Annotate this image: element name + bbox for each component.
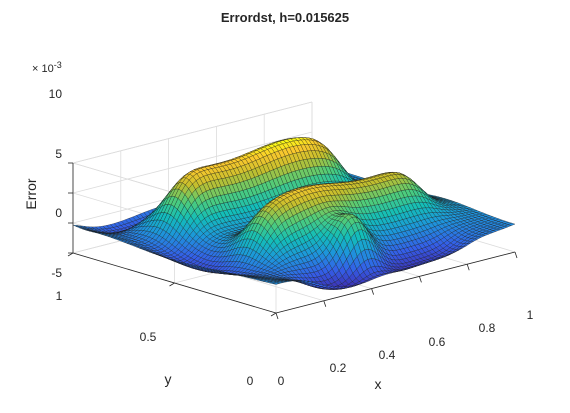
x-tick-label: 0.6 bbox=[429, 335, 446, 349]
z-axis-label: Error bbox=[23, 178, 39, 209]
z-tick-label: 5 bbox=[55, 147, 62, 161]
z-tick-label: -5 bbox=[51, 266, 62, 280]
y-axis-label: y bbox=[165, 371, 172, 387]
x-axis-label: x bbox=[375, 376, 382, 392]
z-gridline-back-wall bbox=[72, 131, 313, 194]
x-tick-label: 0.4 bbox=[379, 348, 396, 362]
x-tick-label: 0.8 bbox=[479, 321, 496, 335]
z-tick-label: 0 bbox=[55, 206, 62, 220]
box-top-edge bbox=[72, 101, 313, 164]
z-exponent-power: -3 bbox=[54, 60, 62, 70]
z-tick-label: 10 bbox=[49, 87, 63, 101]
y-tick-label: 1 bbox=[56, 289, 63, 303]
y-tick-label: 0.5 bbox=[140, 330, 157, 344]
x-tick-label: 0 bbox=[278, 374, 285, 388]
surface-mesh bbox=[72, 137, 516, 290]
chart-title: Errordst, h=0.015625 bbox=[221, 10, 349, 25]
x-tick-label: 0.2 bbox=[330, 361, 347, 375]
x-tick-label: 1 bbox=[527, 308, 534, 322]
z-exponent-prefix: × 10 bbox=[32, 63, 54, 75]
y-tick-label: 0 bbox=[247, 374, 254, 388]
